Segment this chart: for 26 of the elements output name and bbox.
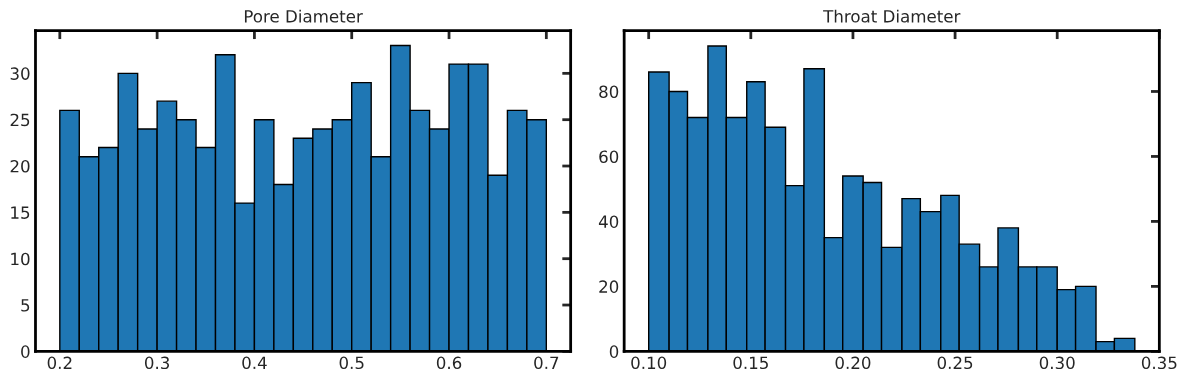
x-tick-label: 0.35 [1141, 356, 1177, 370]
y-tick-label: 40 [598, 215, 619, 228]
y-tick-label: 5 [21, 299, 30, 312]
x-tick-label: 0.15 [733, 356, 768, 370]
y-tick-label: 30 [10, 67, 30, 80]
x-tick-label: 0.2 [47, 356, 72, 370]
y-tick-label: 60 [599, 150, 619, 164]
y-tick-label: 80 [599, 85, 619, 99]
y-tick-label: 15 [11, 206, 30, 219]
x-tick-label: 0.30 [1039, 356, 1075, 370]
x-tick-label: 0.25 [937, 356, 973, 370]
y-tick-label: 0 [609, 345, 619, 358]
x-tick-label: 0.5 [339, 356, 364, 370]
y-tick-label: 10 [11, 252, 30, 266]
x-tick-label: 0.7 [534, 356, 559, 370]
x-tick-label: 0.4 [242, 356, 267, 370]
y-tick-label: 25 [10, 113, 30, 127]
x-tick-label: 0.6 [436, 356, 462, 370]
y-tick-label: 0 [21, 345, 30, 358]
x-tick-label: 0.3 [144, 356, 170, 370]
chart-title: Pore Diameter [244, 9, 363, 23]
x-tick-label: 0.20 [835, 356, 871, 370]
chart-title: Throat Diameter [823, 9, 961, 23]
y-tick-label: 20 [599, 280, 619, 293]
x-tick-label: 0.10 [631, 356, 667, 370]
y-tick-label: 20 [10, 159, 30, 173]
